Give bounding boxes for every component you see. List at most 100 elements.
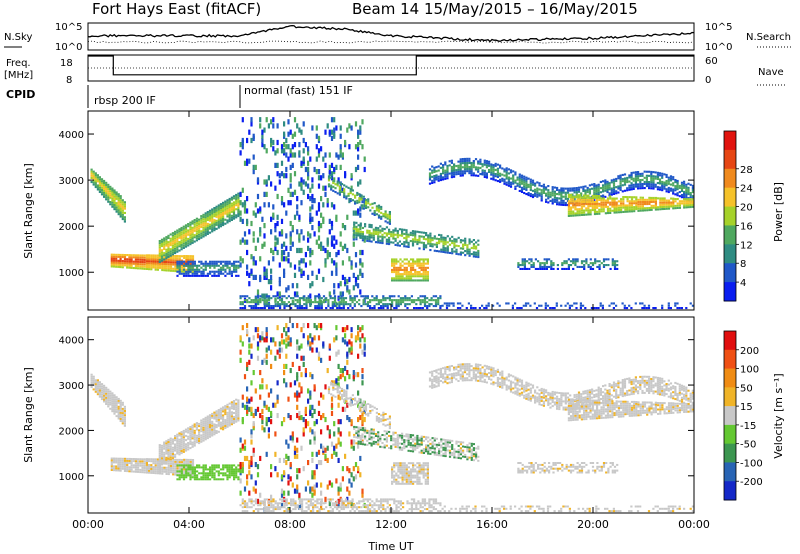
data-cell xyxy=(595,190,598,193)
data-cell xyxy=(182,240,185,243)
data-cell xyxy=(397,275,400,278)
data-cell xyxy=(576,200,579,203)
data-cell xyxy=(193,268,196,271)
data-cell xyxy=(561,264,564,267)
data-cell xyxy=(399,277,402,280)
data-cell xyxy=(167,457,170,460)
data-cell xyxy=(363,202,366,208)
data-cell xyxy=(359,125,362,131)
data-cell xyxy=(228,418,231,421)
data-cell xyxy=(407,264,410,267)
data-cell xyxy=(217,416,220,419)
data-cell xyxy=(330,117,334,123)
data-cell xyxy=(112,257,116,260)
data-cell xyxy=(204,416,207,419)
data-cell xyxy=(585,194,588,197)
data-cell xyxy=(512,182,515,185)
data-cell xyxy=(637,187,640,190)
data-cell xyxy=(98,381,101,384)
data-cell xyxy=(226,476,229,479)
data-cell xyxy=(285,152,288,158)
data-cell xyxy=(628,206,631,209)
data-cell xyxy=(663,185,666,188)
data-cell xyxy=(296,291,299,297)
data-cell xyxy=(538,188,541,191)
data-cell xyxy=(589,267,592,270)
data-cell xyxy=(228,424,231,427)
data-cell xyxy=(357,154,360,160)
data-cell xyxy=(96,180,99,183)
data-cell xyxy=(189,464,192,467)
data-cell xyxy=(213,223,216,226)
data-cell xyxy=(287,156,290,162)
cpid-row: CPID rbsp 200 IF normal (fast) 151 IF xyxy=(6,84,353,108)
data-cell xyxy=(523,185,526,188)
data-cell xyxy=(158,448,161,451)
data-cell xyxy=(152,472,155,474)
data-cell xyxy=(426,307,429,310)
data-cell xyxy=(410,299,413,302)
data-cell xyxy=(439,295,442,298)
data-cell xyxy=(182,444,185,447)
data-cell xyxy=(228,406,231,409)
data-cell xyxy=(359,179,362,185)
data-cell xyxy=(674,181,677,184)
data-cell xyxy=(340,295,343,298)
data-cell xyxy=(444,251,447,254)
data-cell xyxy=(463,166,467,169)
data-cell xyxy=(237,264,240,267)
data-cell xyxy=(283,303,286,306)
data-cell xyxy=(430,297,433,300)
data-cell xyxy=(610,189,613,192)
data-cell xyxy=(163,239,166,242)
data-cell xyxy=(318,299,321,302)
data-cell xyxy=(665,207,668,210)
data-cell xyxy=(213,227,216,230)
data-cell xyxy=(667,304,670,307)
data-cell xyxy=(384,297,387,300)
data-cell xyxy=(646,198,649,201)
data-cell xyxy=(169,465,173,467)
freq-panel: Freq. [MHz] 18 8 60 0 Nave xyxy=(4,54,785,86)
data-cell xyxy=(202,478,205,481)
data-cell xyxy=(678,191,681,194)
data-cell xyxy=(230,413,233,416)
data-cell xyxy=(100,393,104,396)
data-cell xyxy=(228,402,231,405)
data-cell xyxy=(180,270,184,273)
data-cell xyxy=(503,168,506,171)
data-cell xyxy=(96,389,99,392)
data-cell xyxy=(665,180,668,183)
data-cell xyxy=(355,236,358,239)
data-cell xyxy=(109,192,112,195)
data-cell xyxy=(395,271,398,274)
data-cell xyxy=(680,189,684,192)
data-cell xyxy=(364,199,368,202)
data-cell xyxy=(206,224,209,227)
data-cell xyxy=(256,289,260,295)
data-cell xyxy=(340,183,344,186)
data-cell xyxy=(163,263,166,266)
data-cell xyxy=(463,157,467,160)
data-cell xyxy=(191,474,195,477)
data-cell xyxy=(178,445,181,447)
data-cell xyxy=(126,459,129,462)
data-cell xyxy=(368,225,371,228)
data-cell xyxy=(180,445,183,448)
data-cell xyxy=(391,305,394,308)
data-cell xyxy=(621,180,624,183)
data-cell xyxy=(191,235,194,238)
data-cell xyxy=(531,179,535,182)
data-cell xyxy=(119,459,122,462)
data-cell xyxy=(169,437,172,440)
data-cell xyxy=(169,257,173,260)
data-cell xyxy=(219,215,222,218)
data-cell xyxy=(202,470,205,473)
data-cell xyxy=(683,182,686,185)
data-cell xyxy=(685,187,688,190)
data-cell xyxy=(189,472,192,475)
data-cell xyxy=(184,239,188,242)
data-cell xyxy=(587,196,590,199)
data-cell xyxy=(466,157,469,160)
data-cell xyxy=(362,207,365,210)
